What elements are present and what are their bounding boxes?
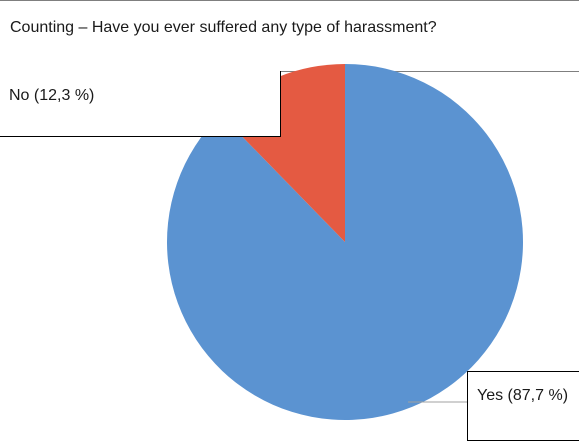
chart-title: Counting – Have you ever suffered any ty… — [10, 19, 437, 36]
title-rule — [0, 71, 579, 72]
slice-label-yes: Yes (87,7 %) — [467, 371, 579, 441]
slice-label-yes-text: Yes (87,7 %) — [477, 387, 569, 404]
slice-label-no-text: No (12,3 %) — [9, 87, 95, 104]
top-rule — [0, 0, 579, 1]
slice-label-no: No (12,3 %) — [0, 71, 281, 137]
